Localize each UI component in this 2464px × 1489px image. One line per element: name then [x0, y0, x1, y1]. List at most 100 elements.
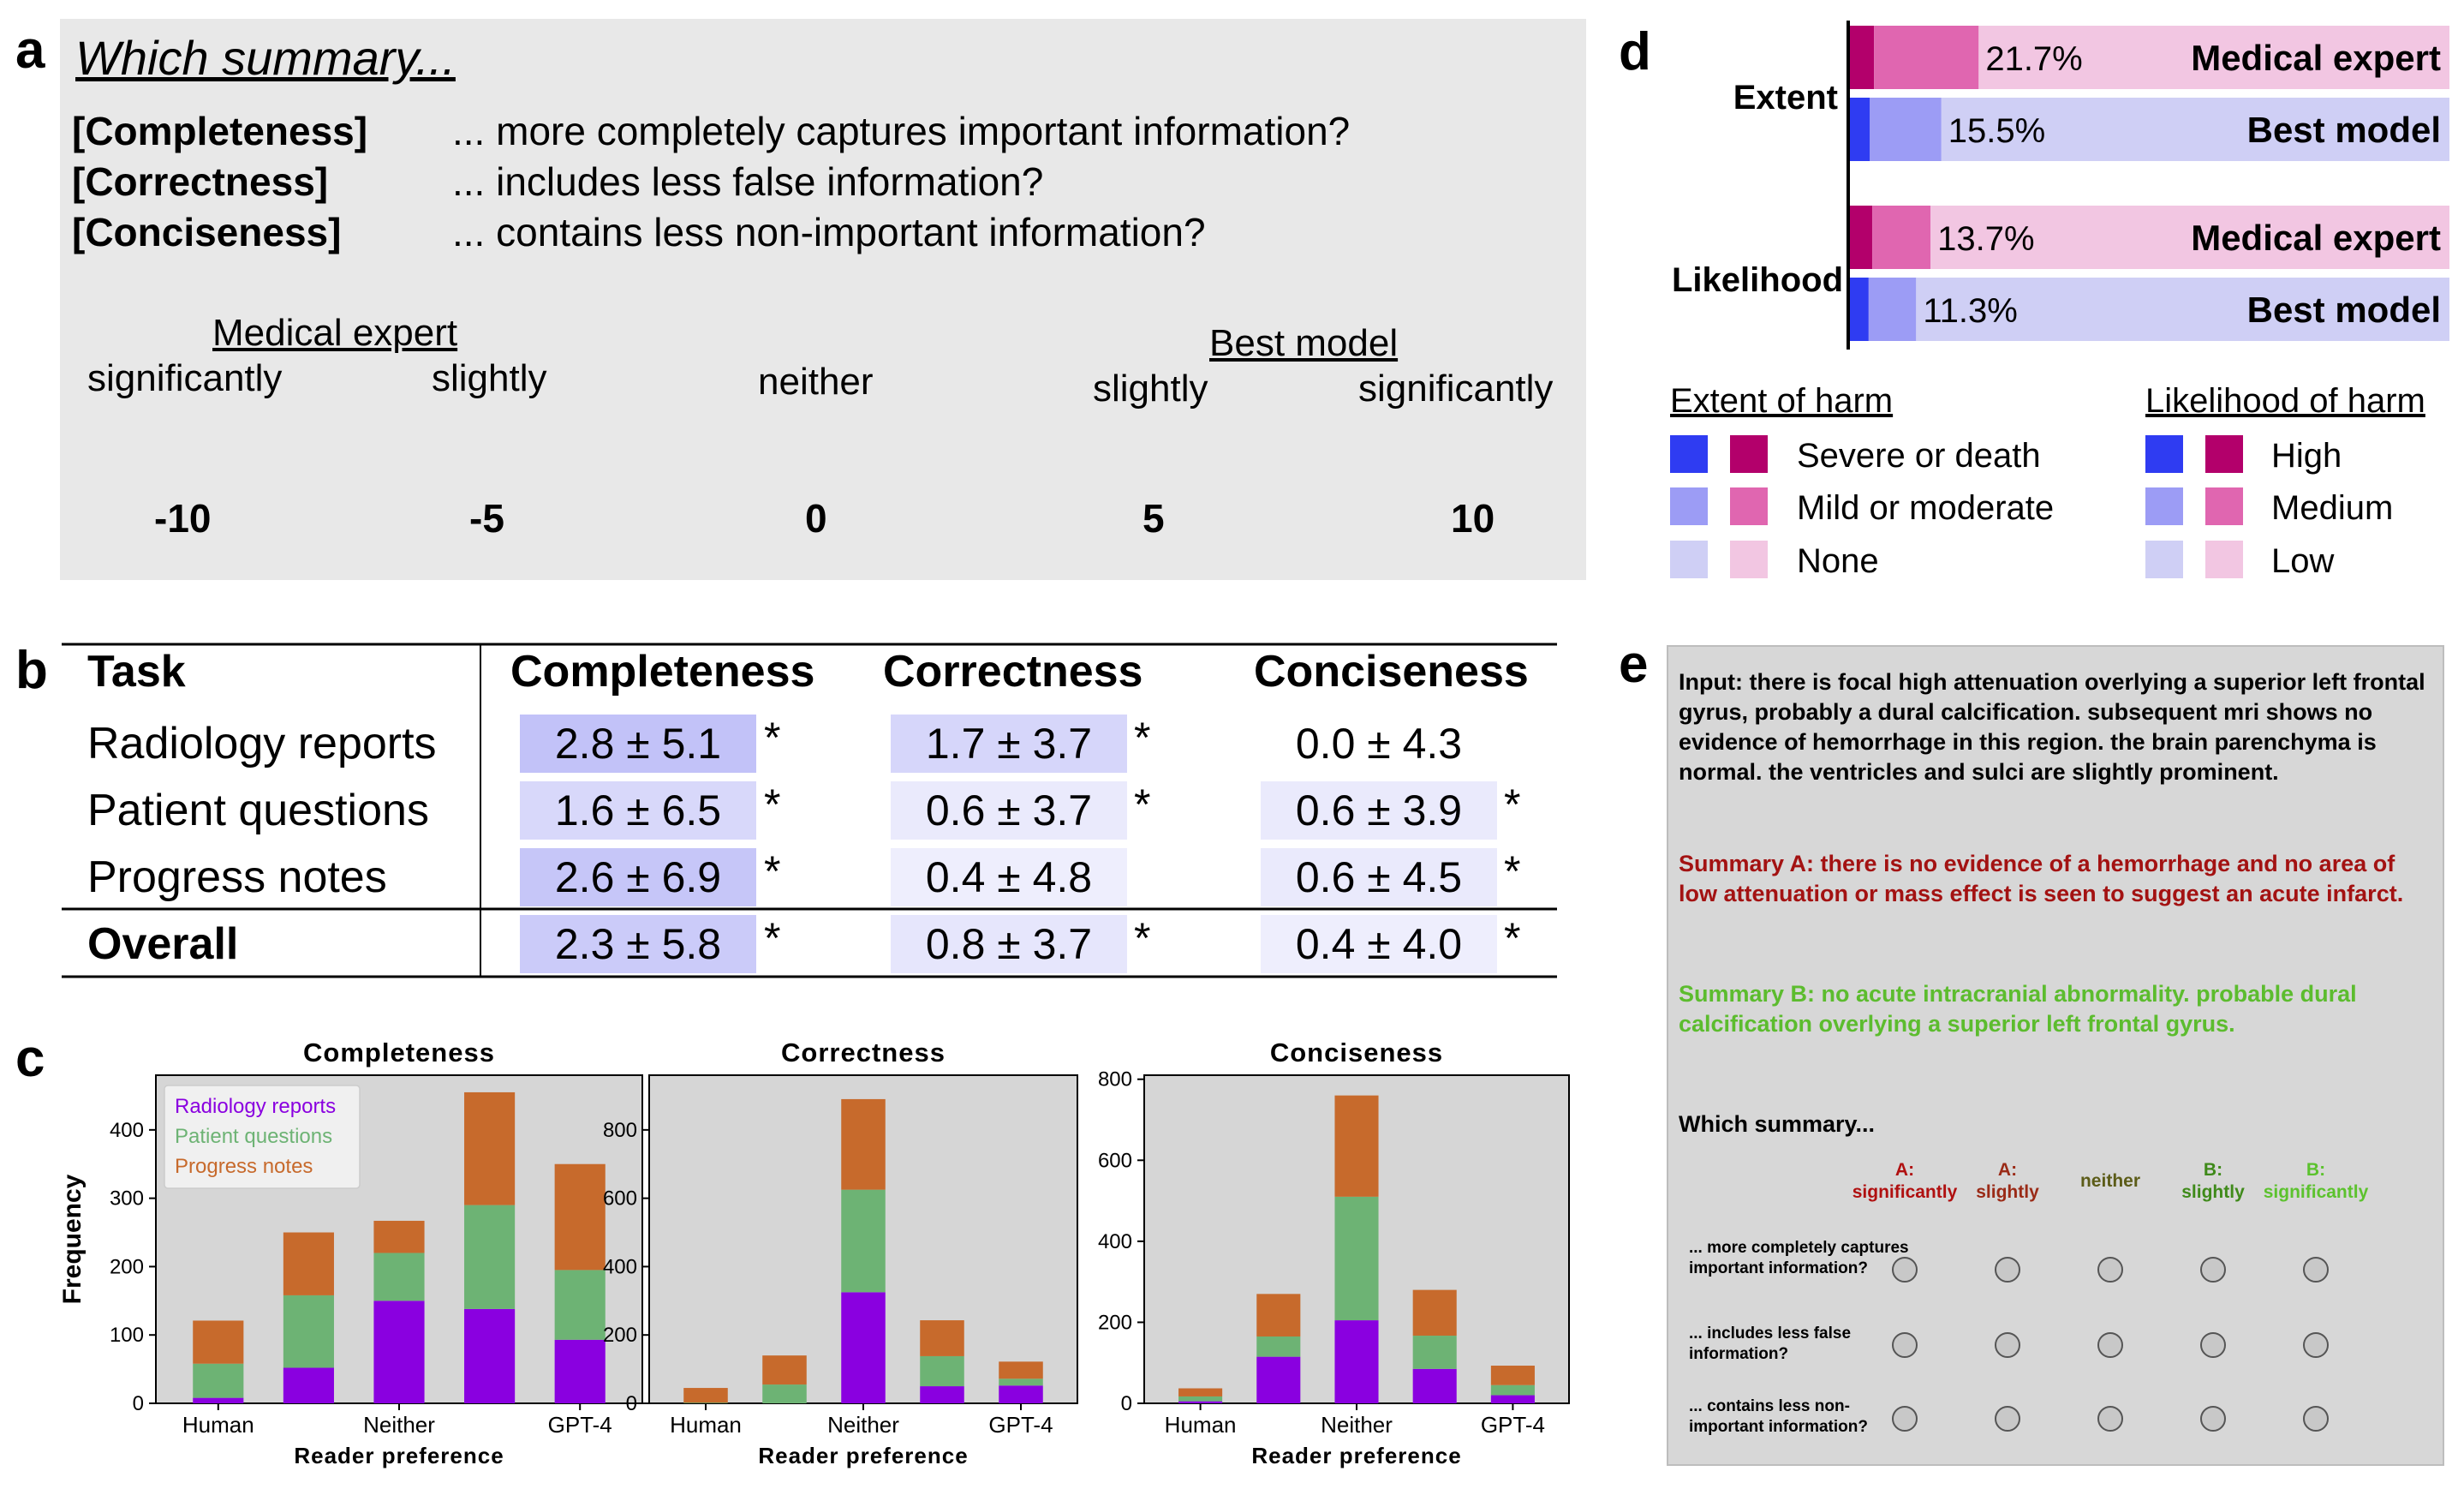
- legend-label-severe: Severe or death: [1797, 437, 2041, 475]
- y-tick-label: 600: [1098, 1149, 1132, 1172]
- group-label-likelihood: Likelihood: [1672, 261, 1843, 299]
- radio-option[interactable]: [1995, 1332, 2020, 1358]
- group-label-extent: Extent: [1733, 79, 1838, 117]
- table-cell: 0.4 ± 4.8: [891, 848, 1127, 906]
- bar-segment: [841, 1189, 886, 1293]
- chart-harm: 21.7% Medical expert 15.5% Best model 13.7% M…: [1672, 21, 2449, 350]
- example-question: Which summary...: [1679, 1111, 1876, 1137]
- radio-option[interactable]: [1995, 1406, 2020, 1432]
- scale-left-group: Medical expert: [212, 312, 458, 354]
- bar-segment: [554, 1163, 606, 1271]
- criterion-text-conciseness: ... contains less non-important informat…: [452, 210, 1206, 254]
- significance-star: *: [1134, 780, 1151, 828]
- radio-option[interactable]: [2303, 1406, 2329, 1432]
- x-tick-label: Human: [1165, 1412, 1237, 1438]
- option-header: A: significantly: [1836, 1159, 1973, 1204]
- bar-segment: [1848, 278, 1869, 341]
- x-axis-label: Reader preference: [758, 1443, 968, 1468]
- legend-swatch-expert-mild: [1730, 487, 1768, 525]
- option-header-line: A:: [1997, 1160, 2018, 1180]
- bar-segment: [999, 1378, 1043, 1386]
- table-row-label-overall: Overall: [87, 919, 239, 969]
- bar-segment: [373, 1220, 425, 1253]
- significance-star: *: [764, 780, 781, 828]
- radio-option[interactable]: [2200, 1406, 2226, 1432]
- bar-segment: [464, 1308, 516, 1403]
- y-tick-label: 800: [603, 1119, 637, 1142]
- y-tick-label: 0: [1121, 1392, 1132, 1415]
- scale-tick-10: 10: [1451, 496, 1495, 541]
- radio-option[interactable]: [1892, 1257, 1918, 1283]
- option-header: B: significantly: [2247, 1159, 2384, 1204]
- bar-segment: [1334, 1196, 1379, 1321]
- bar-row-label: Medical expert: [2191, 218, 2441, 258]
- chart-title: Correctness: [781, 1038, 946, 1067]
- criterion-name-completeness: [Completeness]: [72, 109, 368, 153]
- bar-segment: [920, 1355, 964, 1387]
- bar-segment: [1872, 206, 1931, 269]
- form-question-conciseness: ... contains less non-important informat…: [1689, 1397, 1868, 1436]
- bar-segment: [762, 1384, 807, 1403]
- radio-option[interactable]: [2200, 1257, 2226, 1283]
- radio-option[interactable]: [2200, 1332, 2226, 1358]
- example-summary-a: Summary A: there is no evidence of a hem…: [1679, 851, 2404, 906]
- scale-word-neither: neither: [758, 361, 874, 403]
- y-tick-label: 400: [110, 1119, 144, 1142]
- radio-option[interactable]: [1892, 1332, 1918, 1358]
- bar-row-label: Medical expert: [2191, 38, 2441, 78]
- bar-segment: [1848, 206, 1873, 269]
- legend-swatch-expert-none: [1730, 541, 1768, 578]
- x-tick-label: Neither: [827, 1412, 899, 1438]
- criterion-name-conciseness: [Conciseness]: [72, 210, 342, 254]
- y-tick-label: 600: [603, 1187, 637, 1211]
- chart-completeness: 0 100 200 300 400 Human Neither GPT-4 Completene…: [58, 1038, 643, 1468]
- radio-option[interactable]: [1892, 1406, 1918, 1432]
- table-cell: 0.6 ± 3.7: [891, 781, 1127, 840]
- radio-option[interactable]: [2303, 1332, 2329, 1358]
- table-cell: 0.4 ± 4.0: [1261, 915, 1497, 973]
- significance-star: *: [1134, 914, 1151, 962]
- x-axis-label: Reader preference: [294, 1443, 504, 1468]
- significance-star: *: [764, 847, 781, 895]
- x-tick-label: Human: [670, 1412, 742, 1438]
- legend-swatch-model-mild: [1670, 487, 1708, 525]
- bar-segment: [1870, 98, 1942, 161]
- y-tick-label: 800: [1098, 1068, 1132, 1091]
- bar-segment: [283, 1295, 334, 1368]
- y-axis-label: Frequency: [58, 1174, 87, 1304]
- bar-row-label: Best model: [2247, 290, 2441, 330]
- bar-segment: [464, 1091, 516, 1205]
- table-row-label-progress: Progress notes: [87, 852, 387, 902]
- radio-option[interactable]: [2097, 1332, 2123, 1358]
- bar-segment: [283, 1367, 334, 1403]
- x-axis-label: Reader preference: [1251, 1443, 1461, 1468]
- table-cell: 0.6 ± 4.5: [1261, 848, 1497, 906]
- bar-segment: [1334, 1095, 1379, 1197]
- table-cell: 2.8 ± 5.1: [520, 715, 756, 773]
- radio-option[interactable]: [2303, 1257, 2329, 1283]
- radio-option[interactable]: [1995, 1257, 2020, 1283]
- table-row-label-patient: Patient questions: [87, 786, 429, 835]
- radio-option[interactable]: [2097, 1406, 2123, 1432]
- x-tick-label: GPT-4: [548, 1412, 612, 1438]
- legend-entry: Radiology reports: [175, 1095, 336, 1118]
- option-header-line: B:: [2203, 1160, 2223, 1180]
- legend-label-low: Low: [2271, 542, 2335, 580]
- legend-swatch-expert-medium: [2205, 487, 2243, 525]
- option-header-line: neither: [2079, 1171, 2140, 1191]
- bar-segment: [841, 1098, 886, 1190]
- panel-label-c: c: [15, 1029, 45, 1088]
- bar-segment: [1178, 1401, 1223, 1403]
- significance-star: *: [1504, 780, 1521, 828]
- legend-swatch-model-low: [2145, 541, 2183, 578]
- legend-label-medium: Medium: [2271, 489, 2394, 527]
- radio-option[interactable]: [2097, 1257, 2123, 1283]
- bar-row-label: Best model: [2247, 110, 2441, 150]
- bar-segment: [1916, 278, 2449, 341]
- bar-segment: [373, 1253, 425, 1301]
- bar-segment: [1256, 1356, 1301, 1403]
- criterion-text-correctness: ... includes less false information?: [452, 159, 1044, 204]
- table-cell: 1.6 ± 6.5: [520, 781, 756, 840]
- bar-segment: [1490, 1395, 1535, 1403]
